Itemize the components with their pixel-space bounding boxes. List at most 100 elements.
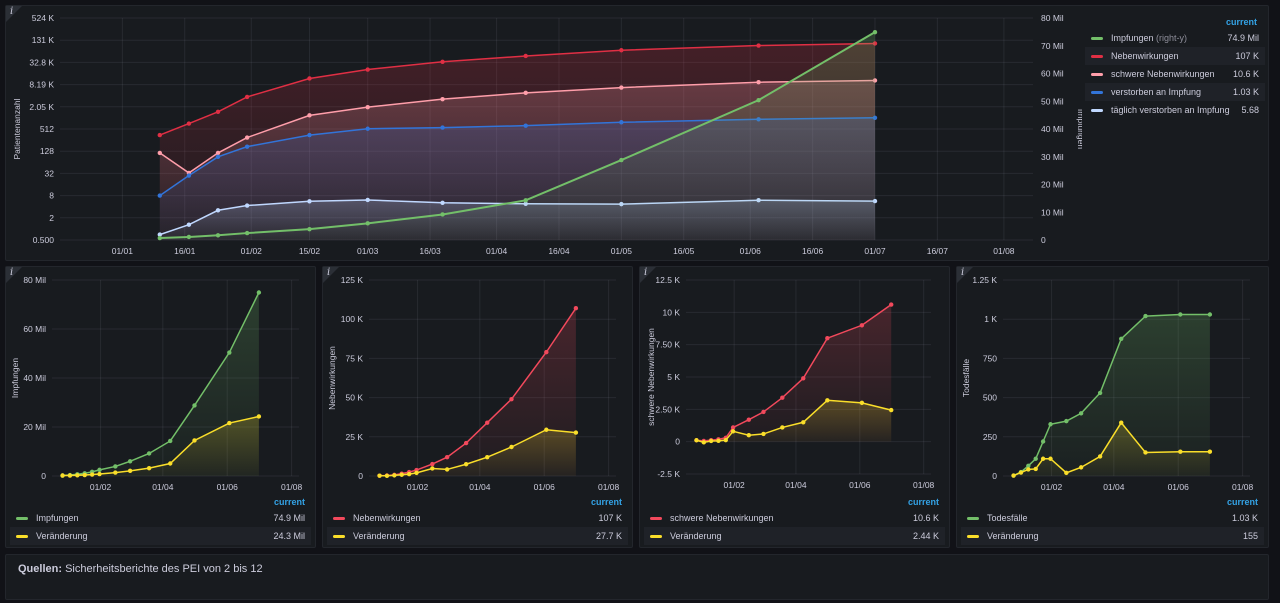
legend-label: Impfungen	[1111, 33, 1154, 43]
data-point	[1207, 312, 1213, 317]
legend-label: Veränderung	[987, 531, 1039, 541]
legend-item[interactable]: Nebenwirkungen 107 K	[327, 509, 628, 527]
data-point	[523, 198, 528, 203]
legend-item[interactable]: Veränderung 27.7 K	[327, 527, 628, 545]
y-tick-label: 0.500	[33, 235, 55, 245]
data-point	[761, 431, 766, 437]
data-point	[215, 233, 221, 238]
legend-item[interactable]: verstorben an Impfung 1.03 K	[1085, 83, 1265, 101]
legend-swatch	[1091, 108, 1103, 112]
y-tick-label: 7.50 K	[655, 340, 680, 350]
legend-label: Nebenwirkungen	[1111, 51, 1179, 61]
legend-item[interactable]: Veränderung 155	[961, 527, 1264, 545]
data-point	[1178, 312, 1183, 317]
legend-header[interactable]: current	[274, 497, 306, 507]
data-point	[619, 157, 624, 163]
series-area	[62, 292, 259, 476]
data-point	[523, 123, 528, 128]
legend-label: verstorben an Impfung	[1111, 87, 1202, 97]
data-point	[825, 398, 830, 403]
legend-header[interactable]: current	[591, 497, 623, 507]
legend-swatch	[650, 534, 662, 538]
data-point	[523, 90, 528, 96]
y-right-tick-label: 60 Mil	[1041, 69, 1064, 79]
y-tick-label: 8.19 K	[29, 80, 54, 90]
legend-item[interactable]: Impfungen 74.9 Mil	[10, 509, 311, 527]
data-point	[694, 438, 699, 443]
legend-label: täglich verstorben an Impfung	[1111, 105, 1230, 115]
legend-value: 1.03 K	[1231, 513, 1258, 523]
data-point	[1064, 470, 1069, 476]
series-area	[696, 400, 892, 443]
legend-item[interactable]: schwere Nebenwirkungen 10.6 K	[644, 509, 945, 527]
legend-item[interactable]: Impfungen (right-y) 74.9 Mil	[1085, 29, 1265, 47]
data-point	[573, 306, 579, 311]
y-tick-label: 2.50 K	[655, 404, 680, 414]
main-legend-header[interactable]: current	[1226, 17, 1258, 27]
data-point	[157, 232, 162, 237]
data-point	[215, 208, 221, 213]
data-point	[307, 199, 312, 204]
legend-item[interactable]: schwere Nebenwirkungen 10.6 K	[1085, 65, 1265, 83]
data-point	[544, 349, 549, 355]
legend-item[interactable]: täglich verstorben an Impfung 5.68	[1085, 101, 1265, 119]
legend-value: 10.6 K	[912, 513, 939, 523]
series-area	[379, 308, 576, 476]
legend-item[interactable]: Nebenwirkungen 107 K	[1085, 47, 1265, 65]
legend-label: Todesfälle	[987, 513, 1028, 523]
legend-swatch	[967, 534, 979, 538]
data-point	[701, 440, 706, 445]
legend-value: 2.44 K	[912, 531, 939, 541]
x-tick-label: 01/06	[740, 246, 762, 256]
data-point	[227, 420, 232, 426]
x-tick-label: 01/05	[611, 246, 633, 256]
data-point	[889, 302, 894, 307]
legend-item[interactable]: Veränderung 2.44 K	[644, 527, 945, 545]
data-point	[392, 473, 397, 478]
data-point	[157, 235, 162, 241]
x-tick-label: 01/04	[785, 480, 807, 490]
data-point	[1026, 467, 1031, 472]
legend-value: 74.9 Mil	[1227, 33, 1259, 43]
x-tick-label: 16/05	[673, 246, 695, 256]
x-tick-label: 16/03	[419, 246, 441, 256]
data-point	[192, 403, 197, 408]
data-point	[730, 429, 736, 434]
data-point	[67, 473, 73, 478]
data-point	[365, 197, 370, 203]
legend-item[interactable]: Veränderung 24.3 Mil	[10, 527, 311, 545]
data-point	[97, 467, 102, 473]
x-tick-label: 15/02	[299, 246, 321, 256]
data-point	[463, 462, 469, 467]
y-tick-label: 60 Mil	[23, 324, 46, 334]
legend-header[interactable]: current	[908, 497, 940, 507]
x-tick-label: 01/06	[534, 482, 556, 492]
legend-label: schwere Nebenwirkungen	[670, 513, 774, 523]
y-right-tick-label: 70 Mil	[1041, 41, 1064, 51]
legend-swatch	[333, 516, 345, 520]
legend-header[interactable]: current	[1227, 497, 1259, 507]
sources-text: Quellen: Sicherheitsberichte des PEI von…	[18, 563, 263, 575]
data-point	[730, 425, 736, 430]
legend-item[interactable]: Todesfälle 1.03 K	[961, 509, 1264, 527]
data-point	[244, 203, 250, 208]
data-point	[307, 76, 312, 81]
data-point	[859, 323, 865, 328]
data-point	[307, 132, 312, 138]
x-tick-label: 01/06	[217, 482, 239, 492]
data-point	[1119, 336, 1124, 341]
series-area	[159, 32, 875, 241]
data-point	[825, 336, 830, 341]
data-point	[1078, 465, 1084, 470]
data-point	[756, 43, 761, 48]
data-point	[440, 125, 445, 130]
legend-value: 107 K	[598, 513, 622, 523]
data-point	[186, 222, 192, 227]
data-point	[723, 437, 728, 443]
data-point	[365, 104, 370, 110]
data-point	[1064, 418, 1069, 424]
data-point	[127, 468, 133, 474]
data-point	[192, 438, 197, 443]
data-point	[463, 440, 469, 446]
y-right-tick-label: 50 Mil	[1041, 96, 1064, 106]
